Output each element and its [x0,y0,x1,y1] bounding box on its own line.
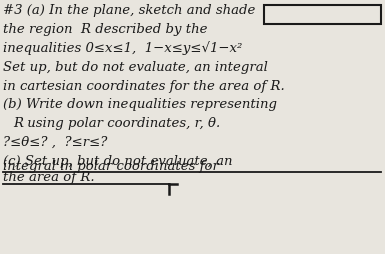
Text: (b) Write down inequalities representing: (b) Write down inequalities representing [3,99,277,112]
Text: Set up, but do not evaluate, an integral: Set up, but do not evaluate, an integral [3,61,268,74]
Text: ?≤θ≤? ,  ?≤r≤?: ?≤θ≤? , ?≤r≤? [3,136,107,149]
Text: the area of R.: the area of R. [3,171,95,184]
Text: (c) Set up, but do not evaluate, an: (c) Set up, but do not evaluate, an [3,155,233,168]
Text: R using polar coordinates, r, θ.: R using polar coordinates, r, θ. [13,117,221,130]
Text: in cartesian coordinates for the area of R.: in cartesian coordinates for the area of… [3,80,285,92]
Text: integral in polar coordinates for: integral in polar coordinates for [3,160,219,173]
Bar [264,5,381,24]
Text: the region  R described by the: the region R described by the [3,23,208,36]
Text: #3 (a) In the plane, sketch and shade: #3 (a) In the plane, sketch and shade [3,4,256,17]
Text: inequalities 0≤x≤1,  1−x≤y≤√1−x²: inequalities 0≤x≤1, 1−x≤y≤√1−x² [3,42,243,55]
